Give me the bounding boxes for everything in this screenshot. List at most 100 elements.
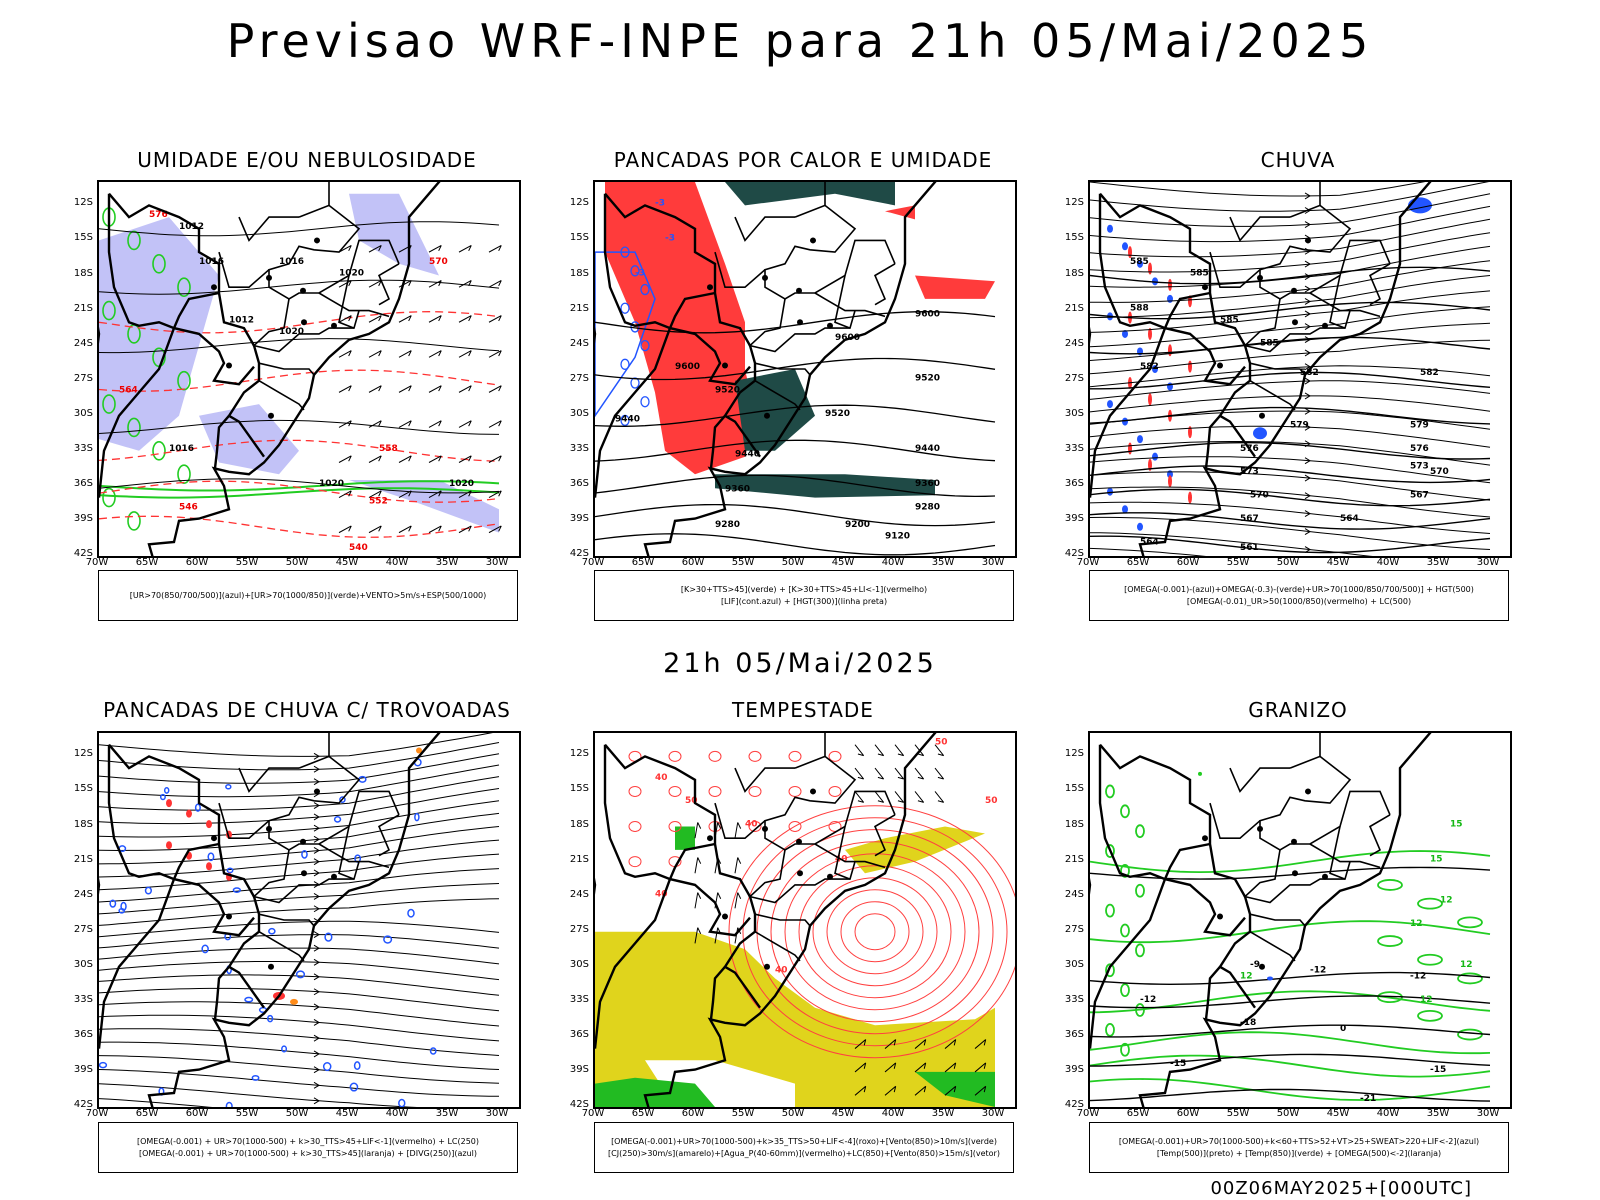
latitude-tick-label: 21S (67, 303, 93, 314)
lake-icon (268, 413, 274, 419)
latitude-tick-label: 18S (563, 268, 589, 279)
wind-vector (695, 857, 701, 873)
state-border (835, 276, 850, 329)
divergence-250-contour (297, 971, 305, 977)
legend-line: [OMEGA(-0.001)-(azul)+OMEGA(-0.3)-(verde… (1090, 584, 1508, 596)
precipitable-water-contour (629, 786, 641, 796)
divergence-250-contour (399, 1099, 405, 1106)
longitude-tick-label: 45W (828, 1108, 858, 1119)
lake-icon (266, 275, 272, 281)
state-border (1370, 264, 1390, 305)
latitude-tick-label: 18S (67, 268, 93, 279)
divergence-250-contour (359, 777, 366, 783)
longitude-tick-label: 60W (678, 1108, 708, 1119)
longitude-tick-label: 65W (628, 557, 658, 568)
precipitable-water-contour (789, 751, 801, 761)
longitude-tick-label: 60W (1173, 1108, 1203, 1119)
latitude-tick-label: 36S (563, 1029, 589, 1040)
lake-icon (300, 288, 306, 294)
state-border (875, 264, 895, 305)
longitude-tick-label: 30W (1473, 557, 1503, 568)
longitude-tick-label: 70W (82, 1108, 112, 1119)
contour-label: 558 (379, 444, 398, 454)
wind-vector (369, 351, 381, 358)
streamline (99, 1042, 499, 1069)
country-border (605, 745, 670, 879)
state-border (239, 768, 299, 791)
state-border (259, 914, 314, 926)
precipitable-water-contour (829, 751, 841, 761)
contour-label: 9120 (885, 531, 910, 541)
panel-legend: [UR>70(850/700/500)](azul)+[UR>70(1000/8… (98, 570, 518, 621)
longitude-tick-label: 50W (282, 557, 312, 568)
streamline (99, 935, 499, 949)
temp-850-contour (1418, 1011, 1442, 1021)
lake-icon (301, 319, 307, 325)
lake-icon (796, 839, 802, 845)
latitude-tick-label: 39S (1058, 513, 1084, 524)
lake-icon (707, 835, 713, 841)
longitude-tick-label: 60W (182, 557, 212, 568)
contour-label: 15 (1430, 855, 1443, 865)
contour-label: 561 (1240, 543, 1259, 553)
state-border (379, 264, 399, 305)
panel-title: TEMPESTADE (573, 698, 1033, 722)
lake-icon (1257, 826, 1263, 832)
latitude-tick-label: 33S (1058, 443, 1084, 454)
state-border (339, 276, 354, 329)
contour-label: 15 (1450, 820, 1463, 830)
temp-850-contour (1136, 885, 1144, 897)
streamline (99, 1056, 499, 1084)
wind-vector (369, 386, 381, 393)
latitude-tick-label: 18S (1058, 819, 1084, 830)
thickness-500-1000 (99, 440, 499, 461)
streamline (1090, 206, 1490, 241)
state-border (765, 756, 895, 850)
wind-vector (369, 456, 381, 463)
convection-area (166, 841, 172, 849)
wind-vector (895, 768, 904, 779)
latitude-tick-label: 30S (1058, 959, 1084, 970)
temp-850-contour (1121, 984, 1129, 996)
lake-icon (266, 826, 272, 832)
longitude-tick-label: 45W (828, 557, 858, 568)
latitude-tick-label: 30S (563, 959, 589, 970)
lake-icon (764, 964, 770, 970)
longitude-tick-label: 35W (1423, 1108, 1453, 1119)
state-border (379, 815, 399, 856)
wind-vector (895, 791, 904, 802)
contour-label: 9360 (725, 485, 750, 495)
latitude-tick-label: 36S (67, 478, 93, 489)
contour-label: 540 (349, 543, 368, 553)
latitude-tick-label: 36S (563, 478, 589, 489)
precipitable-water-contour (669, 786, 681, 796)
contour-label: 9440 (915, 444, 940, 454)
longitude-tick-label: 65W (1123, 1108, 1153, 1119)
latitude-tick-label: 30S (67, 408, 93, 419)
contour-label: 1020 (319, 479, 344, 489)
temp-850-contour (1136, 825, 1144, 837)
lake-icon (827, 323, 833, 329)
wind-vector (855, 745, 864, 756)
contour-label: 570 (429, 257, 448, 267)
latitude-tick-label: 36S (1058, 1029, 1084, 1040)
contour-label: 12 (1410, 919, 1423, 929)
humidity-omega-area (1168, 475, 1172, 487)
streamline (99, 777, 499, 811)
divergence-250-contour (165, 788, 169, 793)
latitude-tick-label: 24S (1058, 889, 1084, 900)
contour-label: -3 (665, 233, 675, 243)
longitude-tick-label: 40W (878, 557, 908, 568)
wind-vector (429, 526, 441, 533)
legend-line: [K>30+TTS>45](verde) + [K>30+TTS>45+LI<-… (595, 584, 1013, 596)
longitude-tick-label: 70W (1073, 1108, 1103, 1119)
lake-icon (797, 870, 803, 876)
longitude-tick-label: 45W (332, 1108, 362, 1119)
wind-850-area (675, 827, 695, 850)
panel-legend: [K>30+TTS>45](verde) + [K>30+TTS>45+LI<-… (594, 570, 1014, 621)
latitude-tick-label: 12S (563, 748, 589, 759)
precipitable-water-contour (709, 751, 721, 761)
precipitable-water-contour (789, 786, 801, 796)
country-border (1165, 293, 1245, 384)
omega-area (1253, 427, 1267, 439)
